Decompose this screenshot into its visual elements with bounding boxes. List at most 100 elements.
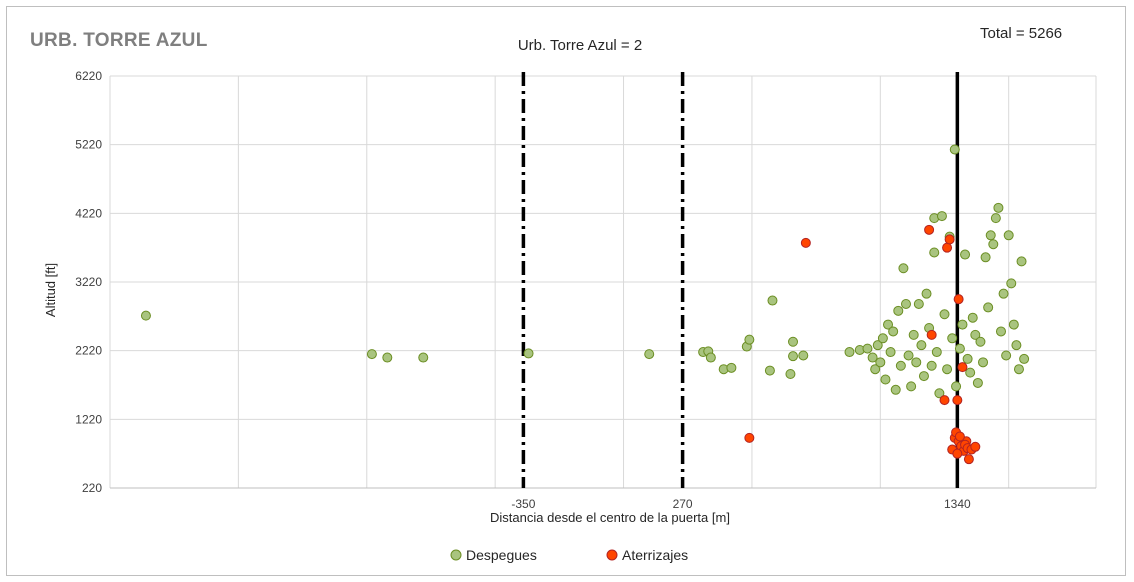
point-despegues [936, 211, 947, 222]
legend: Despegues Aterrizajes [450, 547, 688, 563]
point-despegues [862, 343, 873, 354]
y-tick-label: 2220 [75, 344, 102, 358]
point-despegues [911, 357, 922, 368]
y-tick-label: 220 [82, 481, 102, 495]
point-despegues [954, 343, 965, 354]
point-despegues [888, 326, 899, 337]
point-aterrizajes [942, 242, 953, 253]
point-despegues [998, 288, 1009, 299]
point-aterrizajes [953, 294, 964, 305]
point-despegues [947, 333, 958, 344]
point-despegues [975, 336, 986, 347]
y-tick-label: 6220 [75, 69, 102, 83]
point-despegues [893, 305, 904, 316]
point-despegues [965, 367, 976, 378]
point-despegues [942, 364, 953, 375]
point-despegues [788, 351, 799, 362]
point-despegues [1001, 350, 1012, 361]
point-despegues [960, 249, 971, 260]
point-despegues [726, 362, 737, 373]
point-despegues [918, 371, 929, 382]
point-despegues [972, 377, 983, 388]
point-despegues [908, 329, 919, 340]
point-aterrizajes [926, 329, 937, 340]
x-tick-labels: -350 270 1340 [511, 497, 971, 511]
point-despegues [885, 347, 896, 358]
point-aterrizajes [800, 237, 811, 248]
point-despegues [140, 310, 151, 321]
point-despegues [788, 336, 799, 347]
point-despegues [366, 349, 377, 360]
point-despegues [1003, 230, 1014, 241]
point-despegues [1013, 364, 1024, 375]
y-tick-labels: 220 1220 2220 3220 4220 5220 6220 [75, 69, 102, 495]
legend-marker-despegues [450, 549, 462, 561]
point-despegues [906, 381, 917, 392]
point-aterrizajes [952, 448, 963, 459]
point-despegues [967, 312, 978, 323]
point-despegues [978, 357, 989, 368]
location-title: URB. TORRE AZUL [30, 30, 208, 51]
point-despegues [890, 384, 901, 395]
point-despegues [995, 326, 1006, 337]
point-despegues [785, 369, 796, 380]
point-despegues [990, 213, 1001, 224]
point-despegues [988, 239, 999, 250]
reference-lines [521, 72, 960, 488]
point-despegues [939, 309, 950, 320]
point-aterrizajes [944, 234, 955, 245]
point-despegues [903, 350, 914, 361]
x-tick-label: -350 [511, 497, 535, 511]
point-despegues [957, 319, 968, 330]
point-despegues [764, 365, 775, 376]
point-despegues [1008, 319, 1019, 330]
y-tick-label: 1220 [75, 412, 102, 426]
point-despegues [877, 333, 888, 344]
point-despegues [929, 247, 940, 258]
point-aterrizajes [924, 224, 935, 235]
point-aterrizajes [954, 431, 965, 442]
x-tick-label: 270 [673, 497, 693, 511]
point-despegues [900, 298, 911, 309]
point-despegues [382, 352, 393, 363]
x-tick-label: 1340 [944, 497, 971, 511]
point-despegues [875, 357, 886, 368]
legend-label-aterrizajes: Aterrizajes [622, 547, 688, 563]
point-despegues [1016, 256, 1027, 267]
point-despegues [744, 334, 755, 345]
legend-marker-aterrizajes [606, 549, 618, 561]
point-despegues [523, 348, 534, 359]
point-despegues [872, 340, 883, 351]
point-despegues [926, 360, 937, 371]
point-despegues [931, 347, 942, 358]
gridlines [109, 75, 1097, 489]
point-despegues [934, 388, 945, 399]
point-despegues [916, 340, 927, 351]
point-aterrizajes [952, 395, 963, 406]
point-aterrizajes [957, 362, 968, 373]
point-despegues [883, 319, 894, 330]
total-count: Total = 5266 [980, 25, 1063, 42]
y-tick-label: 3220 [75, 275, 102, 289]
point-aterrizajes [970, 441, 981, 452]
data-points [140, 144, 1030, 465]
point-despegues [1011, 340, 1022, 351]
point-despegues [898, 263, 909, 274]
point-despegues [980, 252, 991, 263]
point-despegues [418, 352, 429, 363]
point-despegues [880, 374, 891, 385]
point-aterrizajes [963, 454, 974, 465]
point-despegues [798, 350, 809, 361]
point-despegues [921, 288, 932, 299]
point-despegues [983, 302, 994, 313]
point-despegues [1019, 353, 1030, 364]
legend-label-despegues: Despegues [466, 547, 537, 563]
point-despegues [844, 347, 855, 358]
x-axis-title: Distancia desde el centro de la puerta [… [490, 510, 730, 525]
point-despegues [1006, 278, 1017, 289]
chart-frame [6, 6, 1126, 576]
point-despegues [767, 295, 778, 306]
point-aterrizajes [744, 432, 755, 443]
y-tick-label: 5220 [75, 138, 102, 152]
